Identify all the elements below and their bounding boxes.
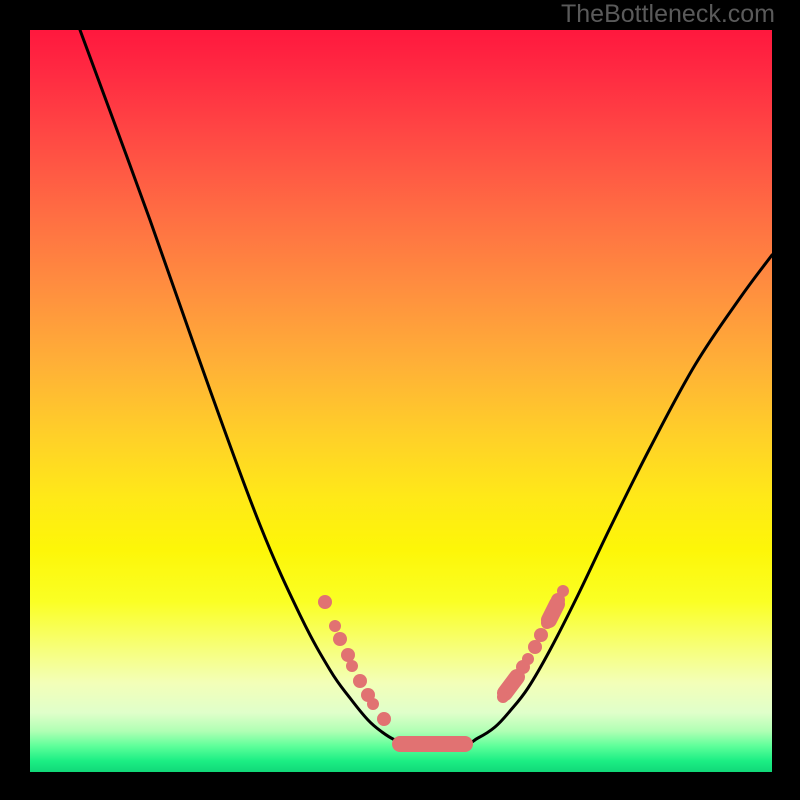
marker-dot	[333, 632, 347, 646]
chart-container: TheBottleneck.com	[0, 0, 800, 800]
marker-dot	[557, 585, 569, 597]
data-markers	[318, 585, 569, 744]
curve-layer	[30, 30, 772, 772]
marker-dot	[534, 628, 548, 642]
plot-area	[30, 30, 772, 772]
bottleneck-curve	[80, 30, 772, 745]
marker-dot	[541, 617, 553, 629]
marker-dot	[346, 660, 358, 672]
marker-dot	[329, 620, 341, 632]
marker-dot	[377, 712, 391, 726]
marker-dot	[341, 648, 355, 662]
marker-dot	[522, 653, 534, 665]
watermark-text: TheBottleneck.com	[561, 0, 775, 29]
marker-capsule	[505, 677, 517, 693]
marker-dot	[353, 674, 367, 688]
marker-dot	[318, 595, 332, 609]
marker-dot	[528, 640, 542, 654]
marker-dot	[497, 691, 509, 703]
marker-dot	[367, 698, 379, 710]
